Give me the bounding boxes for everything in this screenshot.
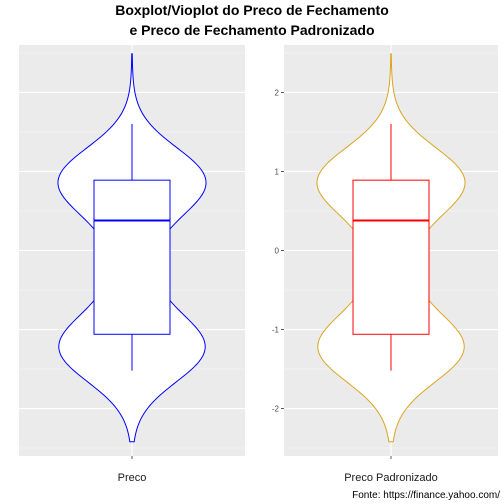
y-tick-label: -1 bbox=[272, 326, 280, 335]
chart-title-line-2: e Preco de Fechamento Padronizado bbox=[129, 22, 374, 38]
panel-preco-padronizado: -2 -1 0 1 2 Preco Padronizado bbox=[272, 45, 498, 484]
box-iqr bbox=[352, 179, 430, 335]
box-iqr bbox=[93, 179, 171, 335]
y-tick-label: -2 bbox=[272, 405, 280, 414]
chart-title-line-1: Boxplot/Vioplot do Preco de Fechamento bbox=[115, 2, 389, 18]
chart-caption: Fonte: https://finance.yahoo.com/ bbox=[352, 490, 500, 501]
y-tick-label: 1 bbox=[275, 167, 280, 176]
y-tick-label: 2 bbox=[275, 88, 280, 97]
panel-preco: Preco bbox=[19, 45, 245, 484]
x-category-label: Preco bbox=[118, 472, 147, 484]
x-category-label: Preco Padronizado bbox=[344, 472, 438, 484]
y-tick-label: 0 bbox=[275, 247, 280, 256]
